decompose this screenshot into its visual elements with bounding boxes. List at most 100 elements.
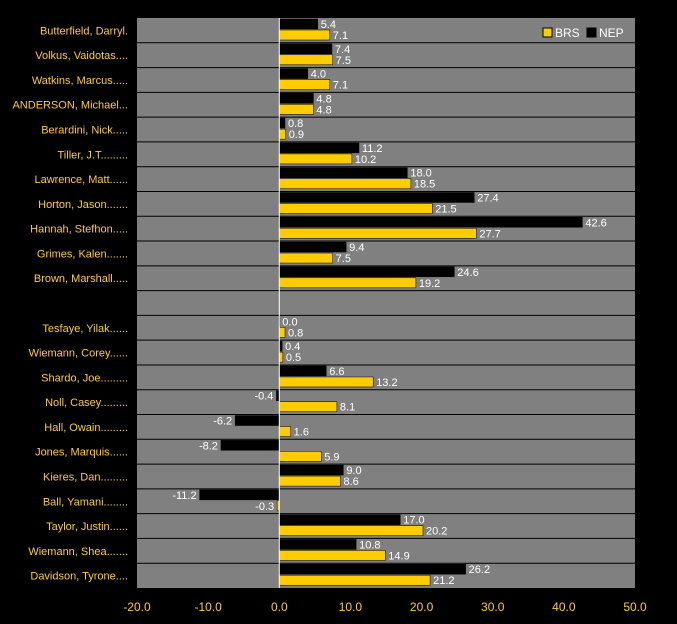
x-tick-label: 50.0 bbox=[623, 600, 647, 614]
category-label: Berardini, Nick..... bbox=[41, 125, 128, 137]
bar-nep bbox=[279, 365, 327, 377]
category-label: Wiemann, Corey...... bbox=[29, 348, 128, 360]
bar-brs bbox=[279, 426, 291, 437]
bar-brs bbox=[279, 376, 374, 388]
plot-background bbox=[137, 18, 635, 588]
bar-brs bbox=[279, 203, 433, 214]
bar-brs bbox=[279, 401, 338, 412]
category-label: Noll, Casey......... bbox=[45, 397, 128, 409]
bar-nep bbox=[279, 464, 344, 476]
bar-brs bbox=[279, 277, 417, 289]
data-label-brs: 21.2 bbox=[433, 575, 454, 587]
category-label: Lawrence, Matt...... bbox=[34, 174, 128, 186]
x-tick-label: 0.0 bbox=[271, 600, 288, 614]
bar-nep bbox=[234, 415, 280, 426]
data-label-brs: 0.8 bbox=[288, 327, 303, 339]
bar-nep bbox=[279, 142, 360, 154]
data-label-nep: 26.2 bbox=[469, 564, 490, 576]
data-label-brs: 7.1 bbox=[333, 80, 348, 92]
data-label-nep: 42.6 bbox=[585, 217, 606, 229]
x-tick-label: 10.0 bbox=[339, 600, 363, 614]
legend-label-nep: NEP bbox=[599, 26, 624, 40]
data-label-nep: 9.4 bbox=[349, 242, 364, 254]
bar-brs bbox=[279, 252, 333, 264]
bar-brs bbox=[279, 475, 341, 487]
x-tick-label: -20.0 bbox=[123, 600, 151, 614]
data-label-brs: 7.1 bbox=[333, 30, 348, 42]
category-label: Watkins, Marcus..... bbox=[32, 75, 128, 87]
data-label-brs: 13.2 bbox=[376, 377, 397, 389]
bar-nep bbox=[279, 266, 455, 278]
data-label-nep: 27.4 bbox=[477, 192, 498, 204]
bar-nep bbox=[279, 68, 308, 79]
bar-brs bbox=[279, 178, 412, 189]
data-label-brs: 27.7 bbox=[479, 228, 500, 240]
bar-brs bbox=[279, 451, 322, 462]
data-label-nep: 4.0 bbox=[311, 69, 326, 81]
bar-nep bbox=[279, 241, 347, 253]
bar-brs bbox=[279, 79, 331, 90]
legend-swatch-nep bbox=[586, 27, 597, 38]
bar-brs bbox=[279, 327, 286, 338]
data-label-brs: 0.9 bbox=[289, 129, 304, 141]
category-label: Hall, Owain......... bbox=[44, 422, 128, 434]
category-label: Brown, Marshall..... bbox=[34, 273, 128, 285]
data-label-nep: -8.2 bbox=[199, 440, 218, 452]
data-label-nep: 0.4 bbox=[285, 341, 300, 353]
bar-brs bbox=[279, 574, 431, 586]
data-label-nep: 6.6 bbox=[329, 366, 344, 378]
data-label-brs: 0.5 bbox=[286, 352, 301, 364]
x-tick-label: 20.0 bbox=[410, 600, 434, 614]
bar-nep bbox=[279, 217, 583, 228]
bar-brs bbox=[279, 228, 477, 239]
bar-nep bbox=[279, 539, 357, 550]
bar-brs bbox=[279, 104, 314, 115]
data-label-brs: 14.9 bbox=[388, 550, 409, 562]
data-label-nep: -11.2 bbox=[172, 490, 196, 502]
bar-nep bbox=[279, 192, 475, 203]
bars: 5.47.17.47.54.07.14.84.80.80.911.210.218… bbox=[172, 18, 607, 587]
bar-nep bbox=[199, 489, 280, 501]
data-label-nep: 0.8 bbox=[288, 118, 303, 130]
bar-brs bbox=[279, 351, 284, 363]
data-label-nep: 4.8 bbox=[316, 93, 331, 105]
bar-brs bbox=[279, 153, 353, 165]
data-label-nep: -6.2 bbox=[213, 416, 232, 428]
bar-brs bbox=[279, 128, 286, 140]
category-label: Volkus, Vaidotas.... bbox=[35, 50, 128, 62]
category-label: Jones, Marquis...... bbox=[35, 447, 128, 459]
x-tick-label: -10.0 bbox=[194, 600, 222, 614]
x-axis-ticks: -20.0 -10.0 0.0 10.0 20.0 30.0 40.0 50.0 bbox=[123, 600, 647, 614]
category-label: Hannah, Stefhon..... bbox=[30, 224, 128, 236]
data-label-brs: 18.5 bbox=[414, 179, 435, 191]
legend: BRS NEP bbox=[542, 26, 624, 40]
category-label: Wiemann, Shea....... bbox=[28, 546, 128, 558]
data-label-brs: 8.1 bbox=[340, 402, 355, 414]
data-label-nep: 5.4 bbox=[321, 19, 336, 31]
row-separators bbox=[137, 42, 635, 564]
category-labels: Butterfield, Darryl. Volkus, Vaidotas....… bbox=[12, 25, 128, 582]
data-label-brs: 4.8 bbox=[316, 104, 331, 116]
category-label: Butterfield, Darryl. bbox=[40, 25, 128, 37]
data-label-nep: 9.0 bbox=[346, 465, 361, 477]
data-label-nep: 10.8 bbox=[359, 539, 380, 551]
data-label-nep: 24.6 bbox=[457, 267, 478, 279]
data-label-brs: 21.5 bbox=[435, 203, 456, 215]
x-tick-label: 30.0 bbox=[481, 600, 505, 614]
category-label: Shardo, Joe......... bbox=[41, 372, 128, 384]
category-label: Ball, Yamani........ bbox=[43, 496, 128, 508]
bar-brs bbox=[279, 525, 424, 536]
category-label: Tiller, J.T......... bbox=[58, 149, 129, 161]
data-label-brs: 19.2 bbox=[419, 278, 440, 290]
x-tick-label: 40.0 bbox=[552, 600, 576, 614]
bar-nep bbox=[279, 167, 408, 178]
bar-nep bbox=[220, 440, 280, 451]
category-label: Taylor, Justin...... bbox=[46, 521, 128, 533]
data-label-nep: 0.0 bbox=[282, 316, 297, 328]
category-label: Davidson, Tyrone.... bbox=[30, 571, 128, 583]
data-label-brs: 7.5 bbox=[336, 253, 351, 265]
bar-brs bbox=[279, 29, 331, 41]
data-label-brs: 20.2 bbox=[426, 526, 447, 538]
data-label-brs: 1.6 bbox=[294, 427, 309, 439]
